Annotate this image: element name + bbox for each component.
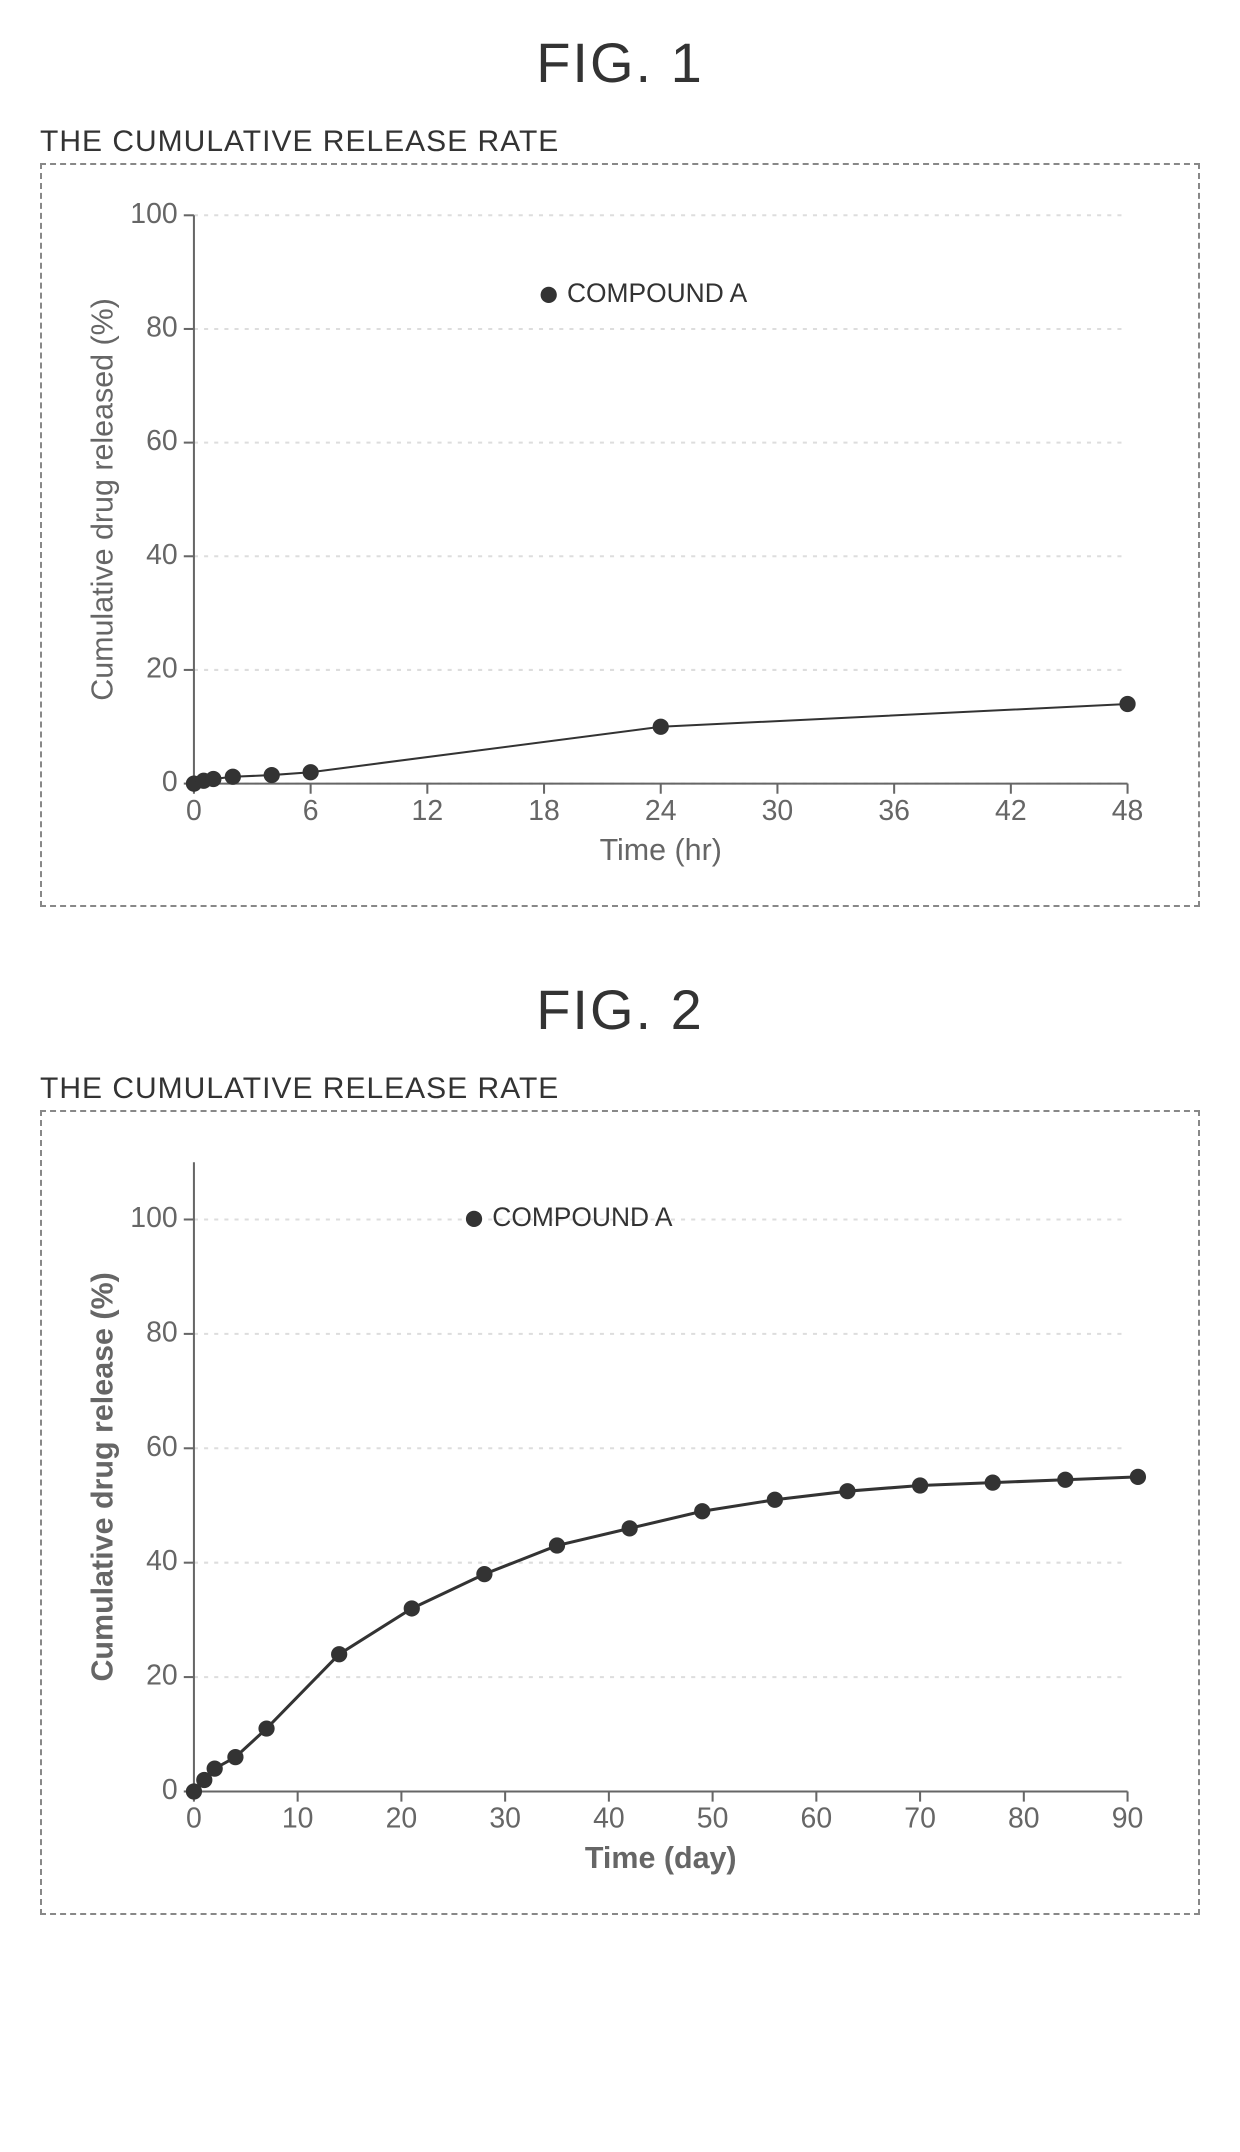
svg-text:42: 42 xyxy=(995,795,1027,827)
svg-text:6: 6 xyxy=(303,795,319,827)
figure-1-chart: 0 6 12 18 24 30 36 42 48 0 20 40 60 80 100 COMPOUND A Ti… xyxy=(40,163,1200,907)
figure-1-label: FIG. 1 xyxy=(40,30,1200,95)
svg-text:20: 20 xyxy=(386,1803,418,1835)
svg-text:60: 60 xyxy=(146,1431,178,1463)
svg-text:18: 18 xyxy=(528,795,560,827)
svg-text:COMPOUND A: COMPOUND A xyxy=(492,1202,673,1232)
svg-text:Time (day): Time (day) xyxy=(585,1841,737,1875)
svg-text:50: 50 xyxy=(697,1803,729,1835)
svg-text:60: 60 xyxy=(146,425,178,457)
figure-2-chart: 0 10 20 30 40 50 60 70 80 90 0 20 40 60 80 100 COMPOUND … xyxy=(40,1110,1200,1915)
svg-text:10: 10 xyxy=(282,1803,314,1835)
svg-text:24: 24 xyxy=(645,795,677,827)
svg-text:80: 80 xyxy=(146,1316,178,1348)
svg-text:40: 40 xyxy=(146,539,178,571)
svg-text:80: 80 xyxy=(1008,1803,1040,1835)
svg-text:30: 30 xyxy=(489,1803,521,1835)
svg-text:60: 60 xyxy=(801,1803,833,1835)
svg-text:48: 48 xyxy=(1112,795,1144,827)
svg-text:12: 12 xyxy=(412,795,444,827)
svg-text:70: 70 xyxy=(904,1803,936,1835)
svg-text:Cumulative drug released (%): Cumulative drug released (%) xyxy=(86,298,120,701)
figure-2-label: FIG. 2 xyxy=(40,977,1200,1042)
svg-text:0: 0 xyxy=(186,795,202,827)
svg-text:Time (hr): Time (hr) xyxy=(600,833,722,867)
svg-text:40: 40 xyxy=(146,1545,178,1577)
svg-text:20: 20 xyxy=(146,1660,178,1692)
svg-text:36: 36 xyxy=(878,795,910,827)
svg-text:30: 30 xyxy=(762,795,794,827)
svg-text:0: 0 xyxy=(186,1803,202,1835)
svg-text:100: 100 xyxy=(130,1202,177,1234)
page: { "fig1": { "label": "FIG. 1", "title": … xyxy=(0,0,1240,1955)
svg-text:90: 90 xyxy=(1112,1803,1144,1835)
svg-text:100: 100 xyxy=(130,198,177,230)
figure-1-title: THE CUMULATIVE RELEASE RATE xyxy=(40,125,1200,159)
fig1-svg: 0 6 12 18 24 30 36 42 48 0 20 40 60 80 100 COMPOUND A Ti… xyxy=(62,195,1158,875)
svg-text:0: 0 xyxy=(162,766,178,798)
svg-text:80: 80 xyxy=(146,311,178,343)
svg-text:0: 0 xyxy=(162,1774,178,1806)
svg-text:20: 20 xyxy=(146,652,178,684)
svg-text:Cumulative drug release (%): Cumulative drug release (%) xyxy=(86,1272,120,1681)
figure-2-title: THE CUMULATIVE RELEASE RATE xyxy=(40,1072,1200,1106)
fig2-svg: 0 10 20 30 40 50 60 70 80 90 0 20 40 60 80 100 COMPOUND … xyxy=(62,1142,1158,1883)
svg-text:COMPOUND A: COMPOUND A xyxy=(567,278,748,308)
svg-text:40: 40 xyxy=(593,1803,625,1835)
